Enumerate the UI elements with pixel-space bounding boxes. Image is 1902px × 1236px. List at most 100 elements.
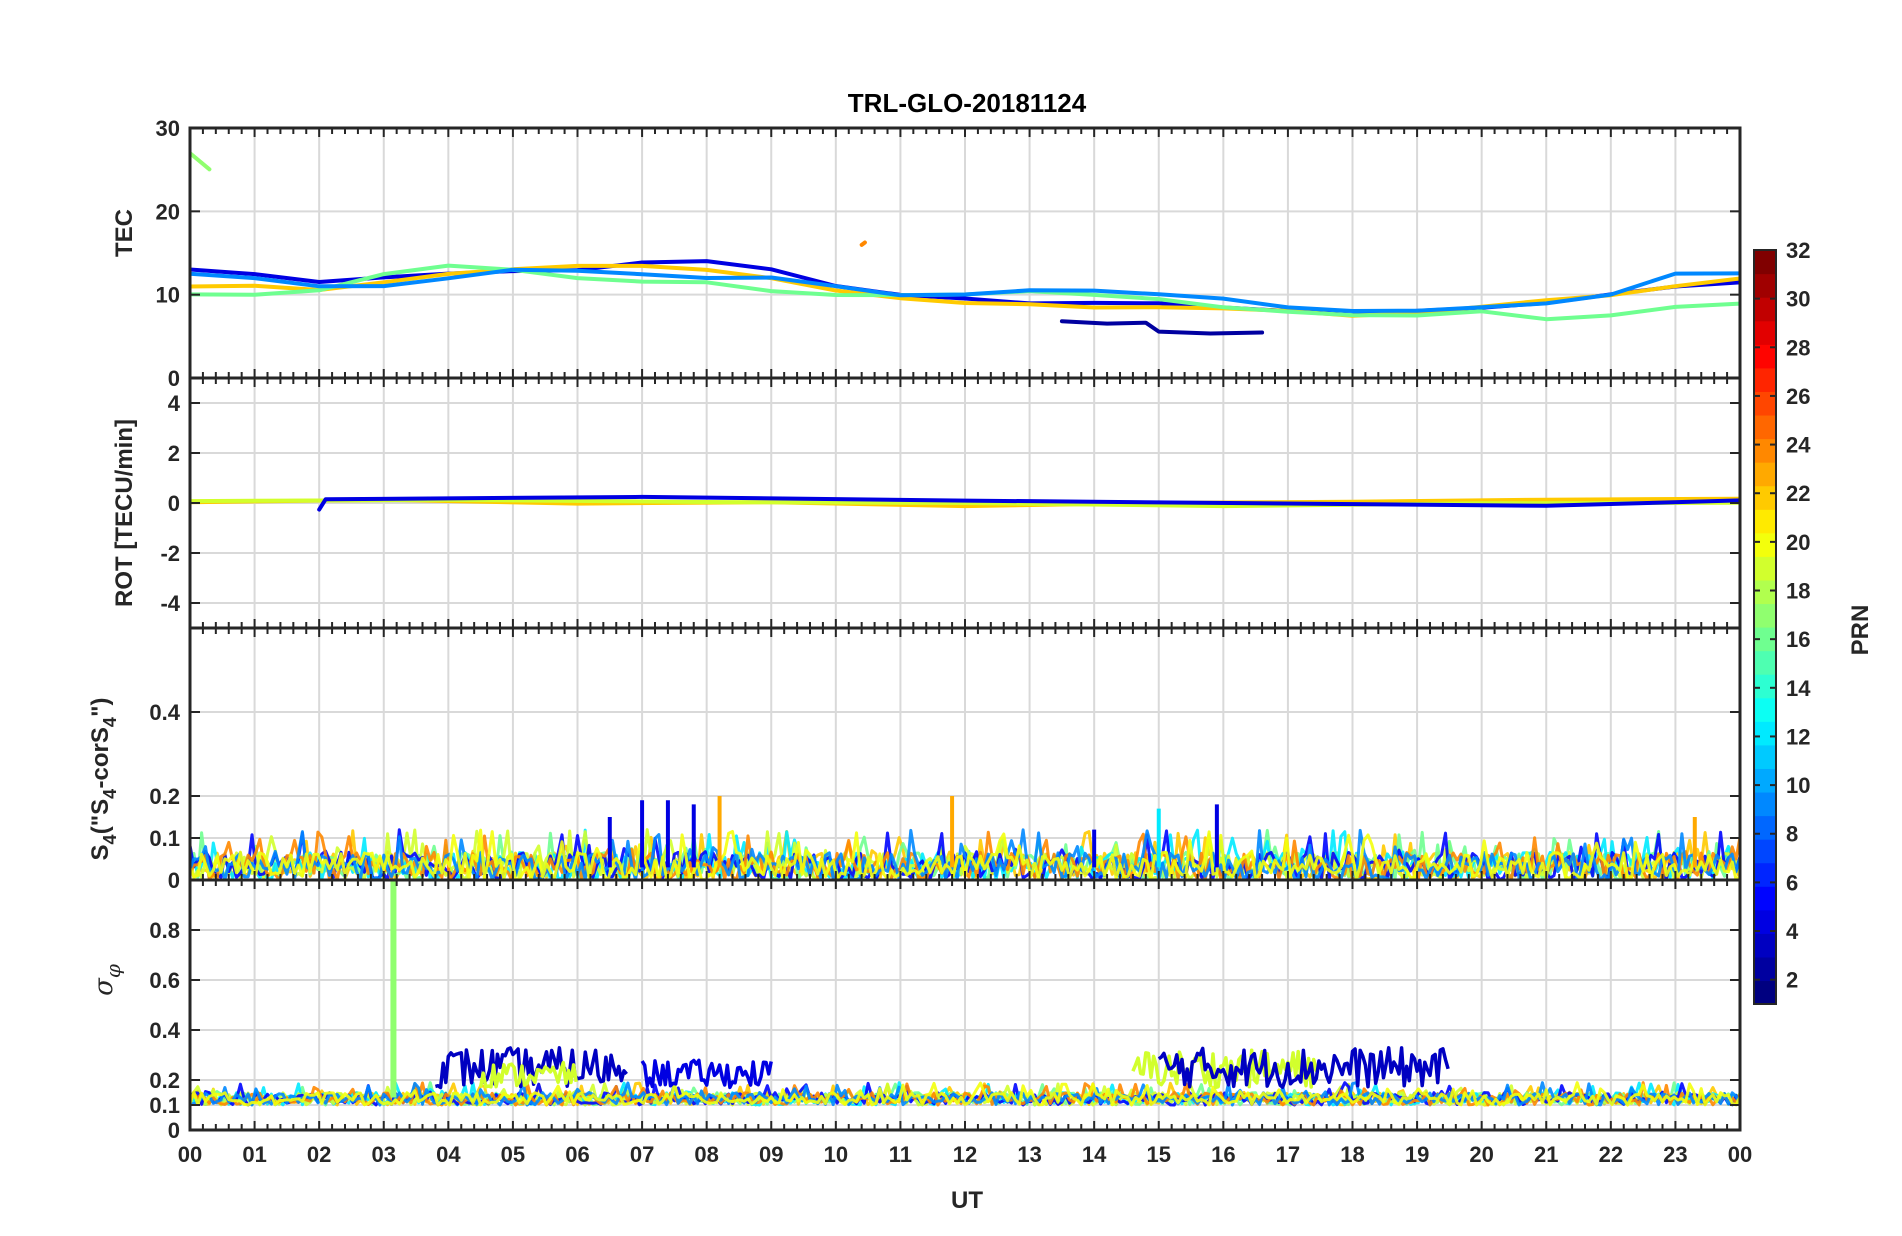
- s4-y-tick-label: 0.2: [149, 784, 180, 809]
- colorbar-bin: [1754, 839, 1776, 864]
- rot-data: [190, 494, 1740, 512]
- x-tick-label: 19: [1405, 1142, 1429, 1167]
- tec-series-prn-24: [859, 240, 867, 247]
- colorbar-tick-label: 4: [1786, 919, 1799, 944]
- sigma-y-tick-label: 0.1: [149, 1093, 180, 1118]
- x-tick-label: 20: [1469, 1142, 1493, 1167]
- colorbar-bin: [1754, 697, 1776, 722]
- colorbar-tick-label: 14: [1786, 676, 1811, 701]
- colorbar-bin: [1754, 320, 1776, 345]
- x-tick-label: 21: [1534, 1142, 1558, 1167]
- x-tick-label: 13: [1017, 1142, 1041, 1167]
- tec-y-tick-label: 0: [168, 366, 180, 391]
- panel-rot: -4 -2 0 2 4 ROT [TECU/min]: [111, 376, 1742, 630]
- colorbar-bin: [1754, 815, 1776, 840]
- sigma-y-tick-label: 0: [168, 1118, 180, 1143]
- colorbar-bin: [1754, 367, 1776, 392]
- colorbar-bin: [1754, 485, 1776, 510]
- rot-y-tick-label: -2: [160, 541, 180, 566]
- colorbar-tick-label: 18: [1786, 579, 1810, 604]
- colorbar-bin: [1754, 768, 1776, 793]
- colorbar-bin: [1754, 579, 1776, 605]
- sigma-y-tick-label: 0.2: [149, 1068, 180, 1093]
- x-tick-label: 01: [242, 1142, 266, 1167]
- rot-y-tick-label: 4: [168, 391, 181, 416]
- x-tick-label: 10: [824, 1142, 848, 1167]
- x-tick-label: 00: [1728, 1142, 1752, 1167]
- sigma-y-tick-label: 0.6: [149, 968, 180, 993]
- colorbar-bin: [1754, 721, 1776, 746]
- s4-y-axis-label-part: "): [87, 697, 114, 716]
- s4-y-tick-label: 0.1: [149, 826, 180, 851]
- s4-y-axis-label-part: 4: [100, 717, 120, 727]
- colorbar-tick-label: 6: [1786, 870, 1798, 895]
- tec-y-tick-label: 20: [156, 199, 180, 224]
- rot-y-tick-label: 0: [168, 491, 180, 516]
- sigma-data: [190, 880, 1740, 1107]
- s4-y-axis-label: S4 ("S4 -corS4 "): [87, 697, 120, 860]
- x-tick-label: 11: [889, 1142, 912, 1167]
- x-tick-label: 14: [1082, 1142, 1107, 1167]
- tec-series-prn-17: [190, 151, 212, 172]
- sigma-activity-prn-4: [640, 1058, 773, 1090]
- tec-y-tick-label: 30: [156, 116, 180, 141]
- colorbar-bin: [1754, 650, 1776, 675]
- x-tick-label: 12: [953, 1142, 977, 1167]
- colorbar-tick-label: 30: [1786, 287, 1810, 312]
- x-tick-label: 23: [1663, 1142, 1687, 1167]
- colorbar-bin: [1754, 556, 1776, 581]
- sigma-y-tick-label: 0.8: [149, 918, 180, 943]
- colorbar-frame: [1753, 249, 1777, 1005]
- colorbar-tick-label: 12: [1786, 724, 1810, 749]
- s4-y-axis-label-part: 4: [100, 789, 120, 799]
- x-tick-label: 15: [1147, 1142, 1171, 1167]
- sigma-activity-prn-3: [434, 1046, 628, 1090]
- colorbar-tick-label: 28: [1786, 335, 1810, 360]
- colorbar-bin: [1754, 438, 1776, 463]
- tec-y-axis-label: TEC: [111, 209, 138, 257]
- colorbar-tick-label: 26: [1786, 384, 1810, 409]
- x-tick-label: 06: [565, 1142, 589, 1167]
- colorbar-bin: [1754, 674, 1776, 699]
- colorbar-bin: [1754, 862, 1776, 887]
- sigma-y-tick-label: 0.4: [149, 1018, 180, 1043]
- x-tick-label: 22: [1599, 1142, 1623, 1167]
- x-tick-label: 18: [1340, 1142, 1364, 1167]
- colorbar-bin: [1754, 532, 1776, 557]
- tec-data: [190, 151, 1740, 336]
- sigma-activity-prn-19: [478, 1060, 578, 1089]
- sigma-activity-prn-3: [1157, 1046, 1450, 1089]
- sigma-y-axis-label-base: σ: [89, 977, 119, 996]
- sigma-frame: [188, 878, 1742, 1132]
- x-tick-label: 00: [178, 1142, 202, 1167]
- tec-series-prn-2: [1059, 319, 1265, 336]
- colorbar-bin: [1754, 933, 1776, 958]
- x-tick-label: 07: [630, 1142, 654, 1167]
- chart-title: TRL-GLO-20181124: [848, 88, 1087, 118]
- x-tick-label: 17: [1276, 1142, 1300, 1167]
- rot-y-tick-label: 2: [168, 441, 180, 466]
- colorbar-tick-label: 20: [1786, 530, 1810, 555]
- colorbar-bin: [1754, 344, 1776, 369]
- rot-y-tick-label: -4: [160, 591, 180, 616]
- s4-y-tick-label: 0.4: [149, 700, 180, 725]
- colorbar-bin: [1754, 956, 1776, 982]
- tec-series-prn-9: [190, 267, 1740, 313]
- colorbar-bin: [1754, 909, 1776, 934]
- panel-s4: 0 0.1 0.2 0.4 S4 ("S4 -corS4 "): [87, 626, 1742, 893]
- colorbar-tick-label: 8: [1786, 822, 1798, 847]
- colorbar-tick-label: 16: [1786, 627, 1810, 652]
- colorbar-bin: [1754, 509, 1776, 534]
- colorbar-tick-label: 32: [1786, 238, 1810, 263]
- sigma-baseline-prn-20: [190, 1081, 1740, 1107]
- colorbar-bin: [1754, 791, 1776, 817]
- x-tick-label: 16: [1211, 1142, 1235, 1167]
- s4-y-tick-label: 0: [168, 868, 180, 893]
- sigma-y-axis-label: σφ: [89, 964, 125, 996]
- x-tick-label: 05: [501, 1142, 525, 1167]
- x-tick-label: 08: [694, 1142, 718, 1167]
- colorbar-bin: [1754, 744, 1776, 769]
- panel-tec: 0 10 20 30 TEC: [111, 116, 1742, 391]
- colorbar-bin: [1754, 391, 1776, 416]
- rot-series-prn-4: [317, 494, 1740, 512]
